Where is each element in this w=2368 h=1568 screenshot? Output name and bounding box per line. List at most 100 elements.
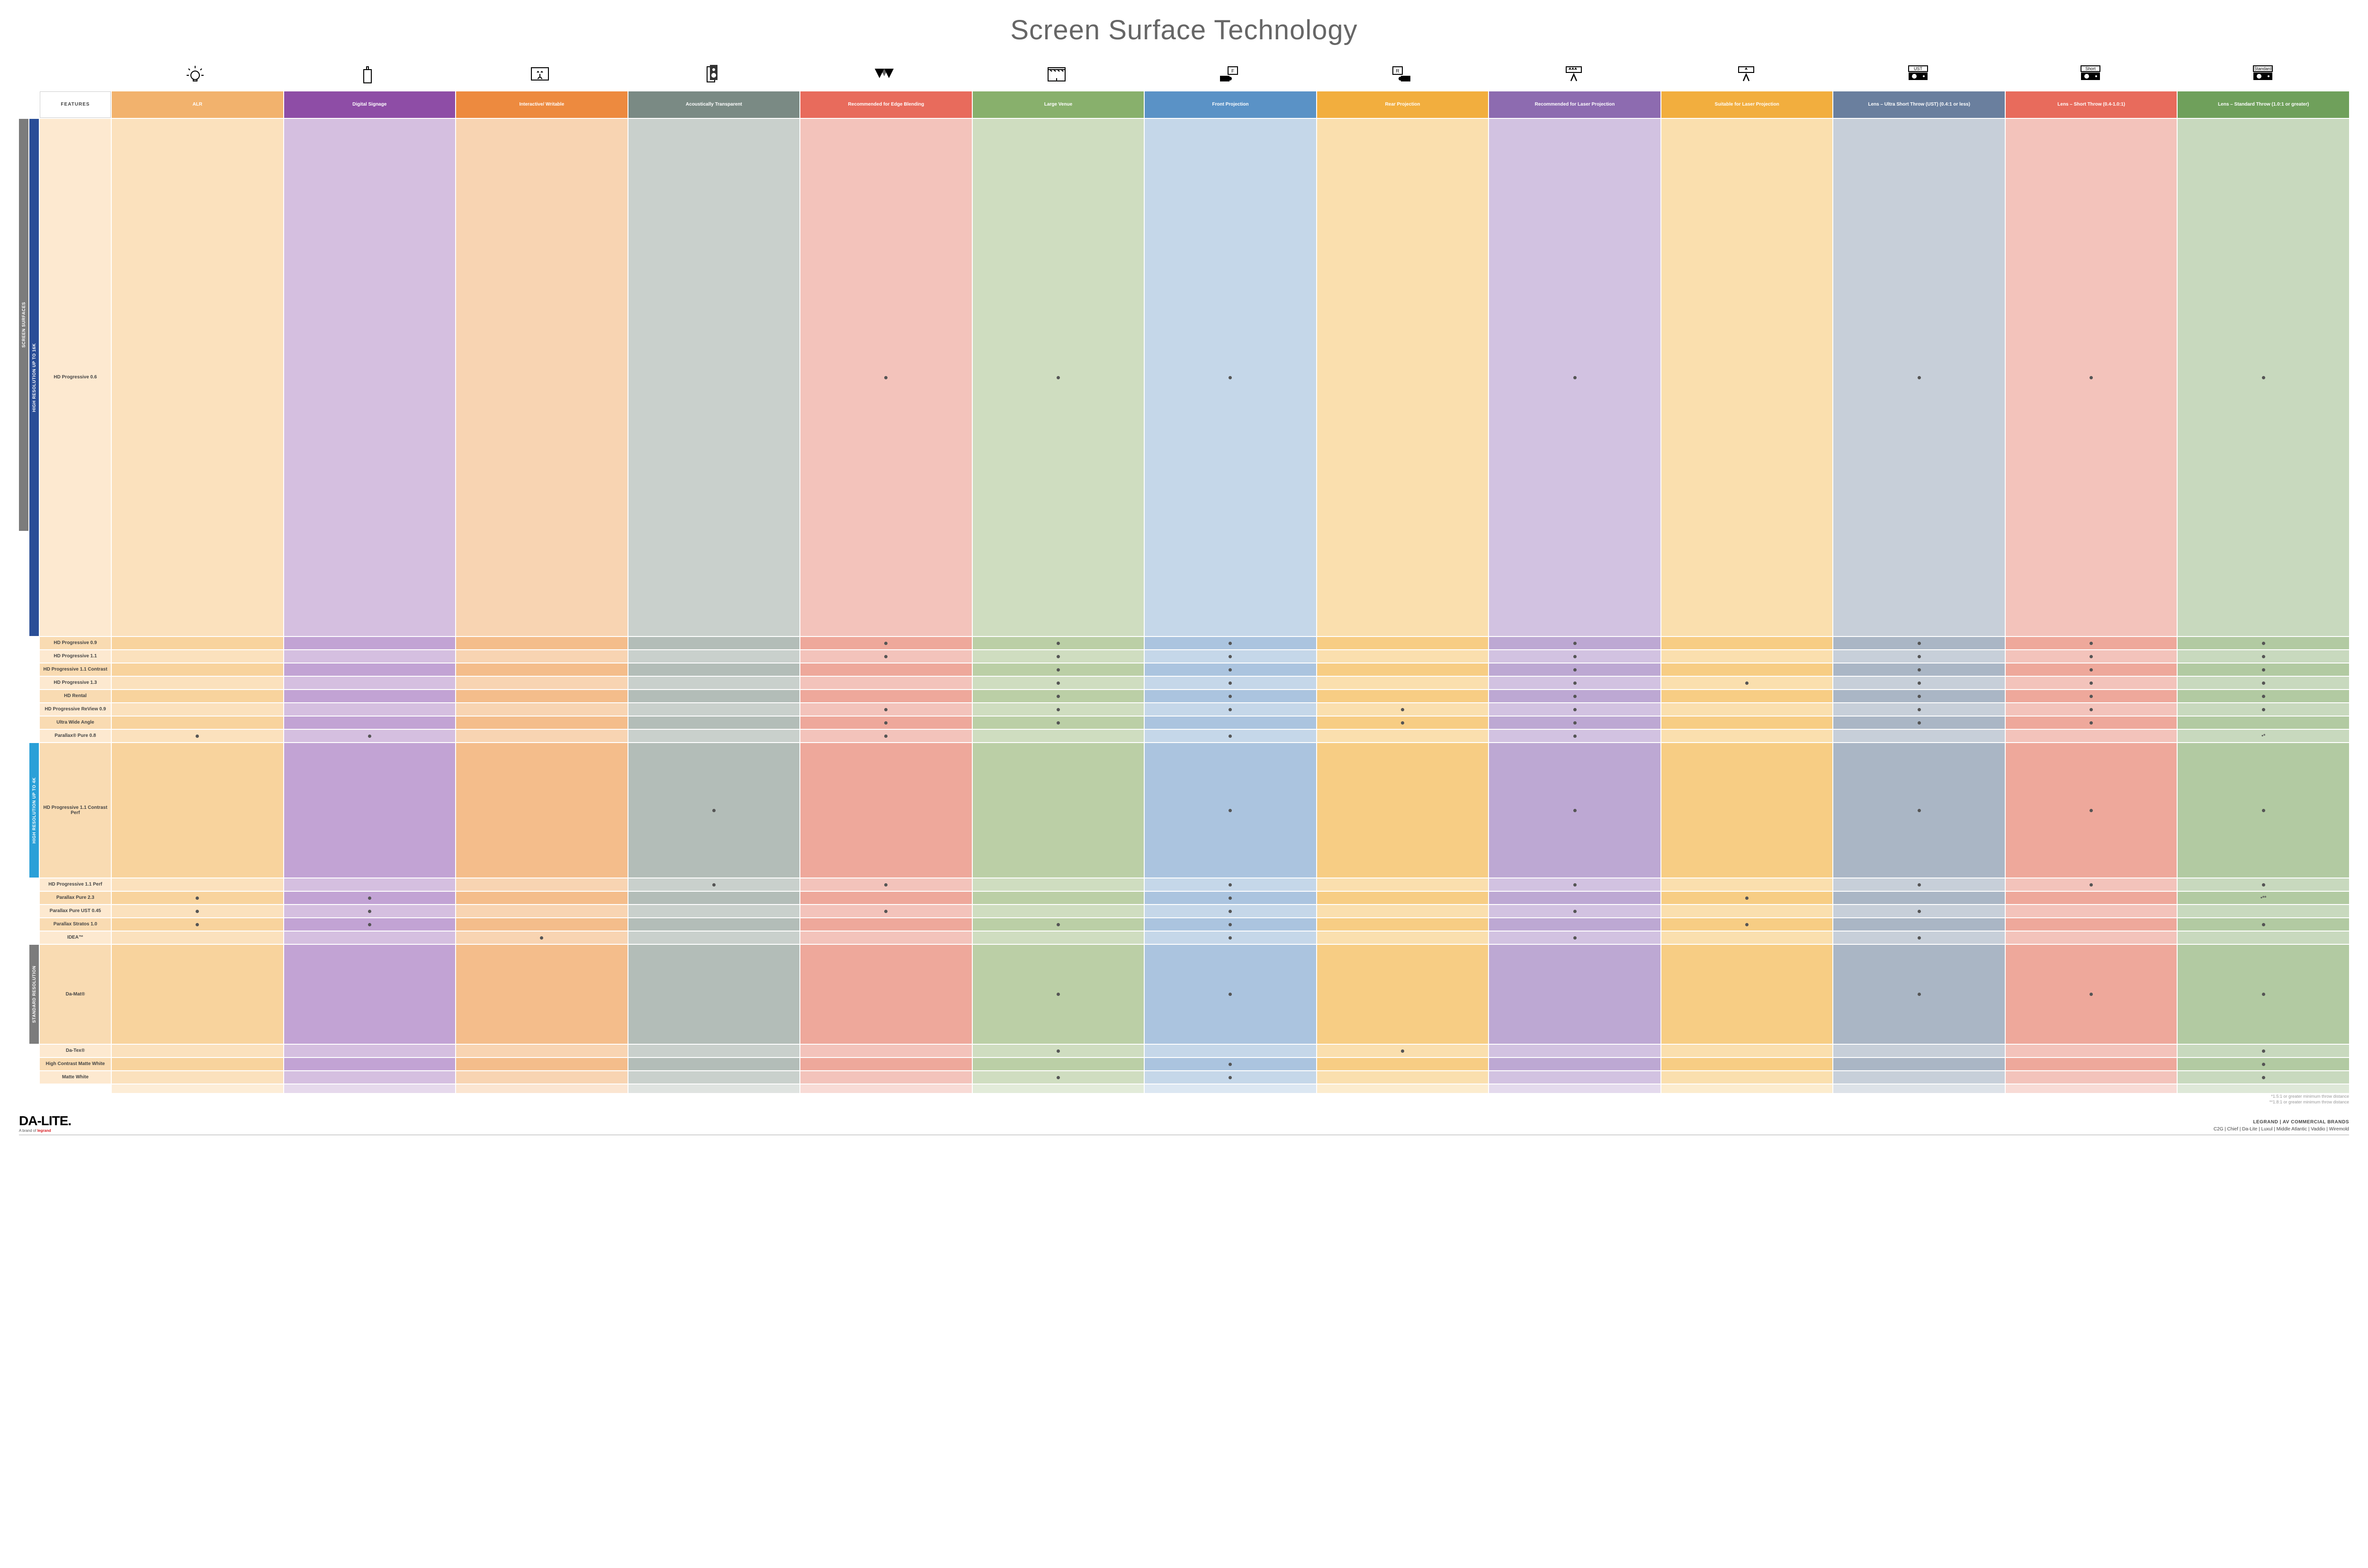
- cell-suitlaser: [1661, 677, 1833, 689]
- cell-rear: [1317, 743, 1489, 878]
- cell-ust: [1833, 650, 2005, 663]
- cell-ust: [1833, 932, 2005, 944]
- cell-suitlaser: [1661, 717, 1833, 729]
- cell-signage: [284, 892, 456, 904]
- cell-venue: [973, 918, 1144, 931]
- cell-rear: [1317, 119, 1489, 636]
- cell-alr: [112, 945, 283, 1044]
- cell-rear: [1317, 1058, 1489, 1070]
- cell-alr: [112, 650, 283, 663]
- cell-ust: [1833, 1058, 2005, 1070]
- cell-ust: [1833, 677, 2005, 689]
- cell-edge: [800, 892, 972, 904]
- row-label: Da-Mat®: [40, 945, 111, 1044]
- cell-std: [2178, 905, 2349, 917]
- cell-ust: [1833, 730, 2005, 742]
- cell-signage: [284, 650, 456, 663]
- cell-signage: [284, 932, 456, 944]
- cell-short: [2006, 650, 2177, 663]
- footnotes: *1.5:1 or greater minimum throw distance…: [19, 1094, 2349, 1105]
- table-row: Parallax Pure UST 0.45: [19, 905, 2349, 917]
- cell-std: [2178, 932, 2349, 944]
- cell-front: [1145, 945, 1316, 1044]
- column-header-signage: Digital Signage: [284, 91, 456, 118]
- table-row: Matte White: [19, 1071, 2349, 1084]
- column-icon-rear: R: [1315, 60, 1488, 89]
- cell-interact: [456, 637, 628, 649]
- cell-edge: [800, 690, 972, 702]
- cell-acoustic: [628, 119, 800, 636]
- footer-brands: C2G | Chief | Da-Lite | Luxul | Middle A…: [2214, 1126, 2349, 1133]
- cell-signage: [284, 1058, 456, 1070]
- cell-alr: [112, 677, 283, 689]
- footer-title: LEGRAND | AV COMMERCIAL BRANDS: [2214, 1119, 2349, 1126]
- cell-venue: [973, 1045, 1144, 1057]
- cell-signage: [284, 730, 456, 742]
- cell-std: •**: [2178, 892, 2349, 904]
- cell-edge: [800, 905, 972, 917]
- cell-front: [1145, 663, 1316, 676]
- cell-short: [2006, 945, 2177, 1044]
- cell-std: [2178, 878, 2349, 891]
- cell-std: [2178, 717, 2349, 729]
- cell-ust: [1833, 690, 2005, 702]
- cell-front: [1145, 717, 1316, 729]
- cell-venue: [973, 650, 1144, 663]
- table-row: HD Progressive ReView 0.9: [19, 703, 2349, 716]
- cell-edge: [800, 663, 972, 676]
- group-label: STANDARD RESOLUTION: [29, 945, 39, 1044]
- cell-front: [1145, 743, 1316, 878]
- cell-venue: [973, 932, 1144, 944]
- cell-front: [1145, 677, 1316, 689]
- cell-interact: [456, 1071, 628, 1084]
- cell-rear: [1317, 905, 1489, 917]
- table-row: HD Progressive 1.1 Contrast: [19, 663, 2349, 676]
- cell-suitlaser: [1661, 703, 1833, 716]
- cell-ust: [1833, 1045, 2005, 1057]
- cell-suitlaser: [1661, 878, 1833, 891]
- row-label: Da-Tex®: [40, 1045, 111, 1057]
- cell-short: [2006, 730, 2177, 742]
- footer-right: LEGRAND | AV COMMERCIAL BRANDS C2G | Chi…: [2214, 1119, 2349, 1133]
- cell-rear: [1317, 677, 1489, 689]
- group-label: HIGH RESOLUTION UP TO 16K: [29, 119, 39, 636]
- table-row: IDEA™: [19, 932, 2349, 944]
- cell-front: [1145, 878, 1316, 891]
- column-header-interact: Interactive/ Writable: [456, 91, 628, 118]
- cell-reclaser: [1489, 1045, 1660, 1057]
- cell-suitlaser: [1661, 932, 1833, 944]
- cell-ust: [1833, 637, 2005, 649]
- column-header-ust: Lens – Ultra Short Throw (UST) (0.4:1 or…: [1833, 91, 2005, 118]
- cell-interact: [456, 1045, 628, 1057]
- cell-ust: [1833, 905, 2005, 917]
- cell-edge: [800, 918, 972, 931]
- cell-venue: [973, 717, 1144, 729]
- column-icon-suitlaser: [1660, 60, 1832, 89]
- cell-ust: [1833, 918, 2005, 931]
- header-row: FEATURESALRDigital SignageInteractive/ W…: [19, 91, 2349, 118]
- cell-venue: [973, 730, 1144, 742]
- column-icon-short: Short: [2004, 60, 2177, 89]
- brand-subtitle: A brand of legrand: [19, 1129, 71, 1133]
- cell-rear: [1317, 932, 1489, 944]
- cell-rear: [1317, 1071, 1489, 1084]
- cell-edge: [800, 945, 972, 1044]
- table-row: HD Progressive 0.9: [19, 637, 2349, 649]
- cell-venue: [973, 1071, 1144, 1084]
- cell-alr: [112, 932, 283, 944]
- cell-reclaser: [1489, 717, 1660, 729]
- cell-venue: [973, 637, 1144, 649]
- column-header-short: Lens – Short Throw (0.4-1.0:1): [2006, 91, 2177, 118]
- cell-edge: [800, 637, 972, 649]
- cell-front: [1145, 905, 1316, 917]
- column-header-std: Lens – Standard Throw (1.0:1 or greater): [2178, 91, 2349, 118]
- cell-acoustic: [628, 1045, 800, 1057]
- cell-suitlaser: [1661, 650, 1833, 663]
- column-icon-edge: [798, 60, 970, 89]
- cell-venue: [973, 743, 1144, 878]
- cell-venue: [973, 677, 1144, 689]
- cell-acoustic: [628, 878, 800, 891]
- cell-rear: [1317, 878, 1489, 891]
- cell-alr: [112, 717, 283, 729]
- cell-reclaser: [1489, 650, 1660, 663]
